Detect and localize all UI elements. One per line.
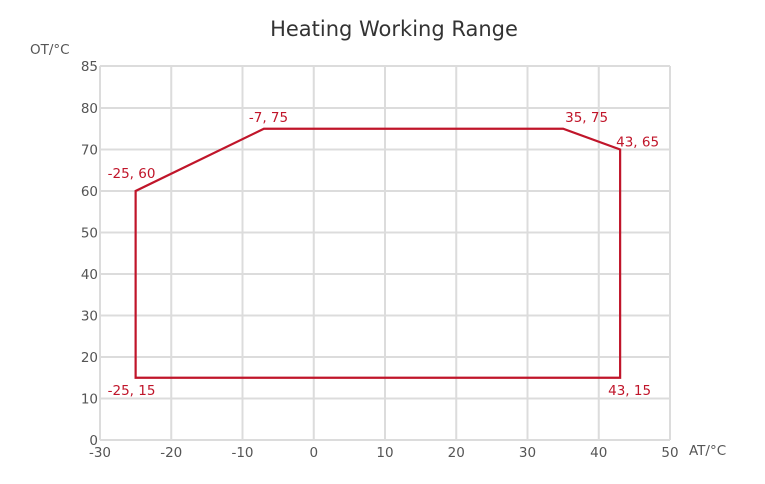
point-label: 43, 15 xyxy=(608,383,651,399)
y-tick-label: 0 xyxy=(89,433,98,449)
y-tick-label: 80 xyxy=(81,101,98,117)
x-axis-label: AT/°C xyxy=(689,443,726,459)
point-label: 35, 75 xyxy=(565,110,608,126)
x-axis-ticks: -30 -20 -10 0 10 20 30 40 50 xyxy=(89,445,679,461)
y-tick-label: 20 xyxy=(81,350,98,366)
x-tick-label: 10 xyxy=(376,445,393,461)
working-range-outline xyxy=(134,127,622,379)
x-tick-label: -30 xyxy=(89,445,111,461)
y-tick-label: 85 xyxy=(81,59,98,75)
point-labels: -25, 15 -25, 60 -7, 75 35, 75 43, 65 43, 15 xyxy=(108,110,659,399)
y-axis-ticks: 0 10 20 30 40 50 60 70 80 85 xyxy=(81,59,98,449)
y-tick-label: 10 xyxy=(81,392,98,408)
x-tick-label: 0 xyxy=(309,445,318,461)
y-tick-label: 70 xyxy=(81,143,98,159)
point-label: -25, 60 xyxy=(108,166,156,182)
x-tick-label: 20 xyxy=(448,445,465,461)
y-tick-label: 60 xyxy=(81,184,98,200)
y-axis-label: OT/°C xyxy=(30,42,70,58)
x-tick-label: 50 xyxy=(661,445,678,461)
point-label: 43, 65 xyxy=(616,135,659,151)
y-tick-label: 30 xyxy=(81,309,98,325)
x-tick-label: -10 xyxy=(231,445,253,461)
x-tick-label: 30 xyxy=(519,445,536,461)
x-tick-label: 40 xyxy=(590,445,607,461)
point-label: -7, 75 xyxy=(249,110,288,126)
y-tick-label: 40 xyxy=(81,267,98,283)
chart-title: Heating Working Range xyxy=(270,17,518,41)
y-tick-label: 50 xyxy=(81,226,98,242)
point-label: -25, 15 xyxy=(108,383,156,399)
x-tick-label: -20 xyxy=(160,445,182,461)
